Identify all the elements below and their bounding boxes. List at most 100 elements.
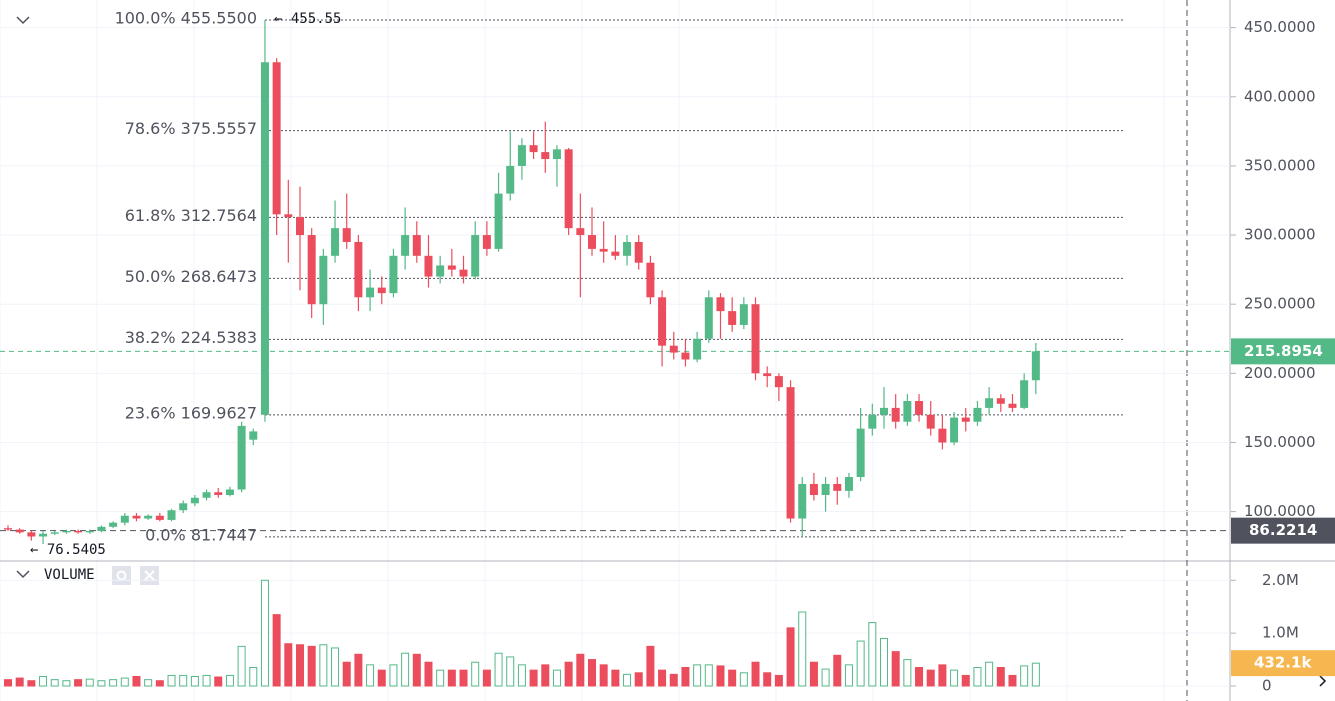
candle-body [856, 428, 865, 478]
candle-body [214, 492, 223, 496]
candle-body [132, 515, 141, 519]
candle-body [179, 503, 188, 511]
crosshair-label: 86.2214 [1249, 521, 1317, 539]
volume-bar [482, 669, 491, 687]
volume-bar [1031, 662, 1040, 687]
candle-body [763, 373, 772, 377]
volume-bar [903, 659, 912, 687]
volume-bar [74, 679, 83, 687]
volume-bar [167, 674, 176, 687]
annotation: ← 455.55 [274, 11, 341, 27]
candle-body [833, 483, 842, 491]
y-tick-label: 350.0000 [1244, 156, 1316, 174]
volume-bar [260, 579, 269, 687]
y-tick-label: 250.0000 [1244, 295, 1316, 313]
y-tick-label: 450.0000 [1244, 18, 1316, 36]
volume-bar [623, 673, 632, 687]
volume-bar [634, 672, 643, 687]
candle-body [950, 417, 959, 443]
candle-body [693, 338, 702, 360]
candle-body [389, 255, 398, 294]
crosshair-badge [1231, 517, 1335, 544]
candle-body [27, 532, 36, 537]
volume-bar [763, 672, 772, 687]
candle-body [926, 414, 935, 429]
candle-body [716, 297, 725, 312]
candle-body [272, 62, 281, 215]
candle-body [354, 241, 363, 298]
candle-body [938, 428, 947, 443]
volume-bar [868, 622, 877, 687]
candle-body [62, 530, 71, 533]
y-tick-label: 100.0000 [1244, 502, 1316, 520]
volume-bar [996, 667, 1005, 687]
fib-label: 78.6% 375.5557 [125, 119, 257, 138]
volume-bar [774, 674, 783, 687]
volume-bar [552, 669, 561, 687]
candle-body [646, 262, 655, 298]
volume-bar [4, 679, 12, 687]
candle-body [588, 235, 596, 249]
last-volume-badge [1231, 650, 1335, 677]
candle-body [447, 265, 456, 270]
candle-body [366, 287, 375, 298]
candle-body [424, 255, 433, 277]
settings-glyph [116, 570, 127, 581]
volume-bar [412, 653, 421, 687]
volume-bar [424, 661, 433, 687]
volume-bar [97, 680, 106, 687]
volume-bar [179, 674, 188, 687]
candle-body [237, 425, 246, 490]
candle-body [471, 235, 480, 277]
candle-body [1008, 403, 1017, 408]
volume-bar [646, 645, 655, 687]
candle-body [459, 269, 468, 277]
volume-bar [564, 661, 573, 687]
candle-body [821, 483, 830, 496]
volume-tick-label: 1.0M [1262, 624, 1299, 642]
volume-bar [798, 611, 807, 687]
volume-bar [926, 669, 935, 687]
candle-body [1031, 351, 1040, 381]
scroll-button[interactable] [1319, 675, 1327, 687]
candle-body [786, 387, 795, 519]
candle-body [809, 483, 818, 496]
volume-bar [529, 669, 538, 687]
volume-bar [225, 674, 234, 687]
volume-bar [237, 645, 246, 687]
settings-icon[interactable] [112, 566, 131, 585]
volume-bar [214, 676, 223, 687]
candle-body [97, 526, 106, 531]
candle-body [412, 235, 421, 256]
candle-body [751, 304, 760, 374]
volume-bar [109, 679, 118, 687]
candle-body [307, 235, 316, 305]
collapse-icon[interactable] [16, 16, 30, 25]
vertical-grid [0, 0, 1165, 701]
candle-body [728, 311, 737, 325]
volume-bar [751, 661, 760, 687]
candle-body [517, 145, 526, 166]
volume-bar [401, 652, 410, 687]
volume-bar [833, 654, 842, 687]
volume-bar [27, 680, 36, 687]
fib-label: 50.0% 268.6473 [125, 267, 257, 286]
candle-body [552, 149, 561, 160]
candle-body [798, 483, 807, 519]
candle-body [377, 287, 386, 294]
candle-body [739, 304, 748, 325]
candle-body [15, 529, 24, 533]
candle-body [202, 492, 211, 498]
volume-bar [436, 669, 445, 687]
volume-bar [938, 664, 947, 687]
volume-bar [494, 652, 503, 687]
volume-bar [39, 675, 48, 687]
volume-bar [856, 640, 865, 687]
candle-body [225, 489, 234, 496]
candle-body [541, 152, 550, 160]
volume-bar [541, 664, 550, 687]
collapse-icon[interactable] [16, 570, 30, 579]
volume-bar [809, 661, 818, 687]
candle-body [284, 214, 293, 218]
